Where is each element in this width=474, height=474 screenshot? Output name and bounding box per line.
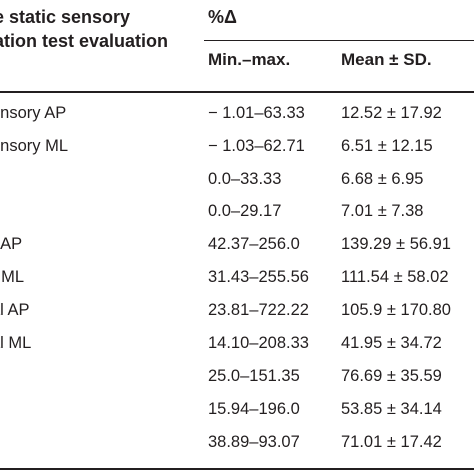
- row-label: ensory ML: [0, 137, 69, 155]
- header-divider: [204, 40, 474, 41]
- row-min-max: 31.43–255.56: [208, 268, 309, 286]
- table-bottom-rule: [0, 468, 474, 470]
- row-mean-sd: 105.9 ± 170.80: [341, 301, 451, 319]
- table-row: ensory AP − 1.01–63.33 12.52 ± 17.92: [0, 97, 474, 129]
- column-header-mean-sd: Mean ± SD.: [341, 50, 432, 69]
- table-row: ensory ML − 1.03–62.71 6.51 ± 12.15: [0, 130, 474, 162]
- table-row: 25.0–151.35 76.69 ± 35.59: [0, 360, 474, 392]
- row-mean-sd: 12.52 ± 17.92: [341, 104, 442, 122]
- row-min-max: 38.89–93.07: [208, 433, 300, 451]
- row-mean-sd: 76.69 ± 35.59: [341, 367, 442, 385]
- row-min-max: 0.0–29.17: [208, 202, 282, 220]
- row-label: al ML: [0, 334, 32, 352]
- table-row: 38.89–93.07 71.01 ± 17.42: [0, 426, 474, 458]
- table-row: al AP 23.81–722.22 105.9 ± 170.80: [0, 294, 474, 326]
- row-mean-sd: 139.29 ± 56.91: [341, 235, 451, 253]
- header-test-label-line2: ation test evaluation: [0, 31, 169, 51]
- header-percent-change: %Δ: [208, 7, 237, 27]
- row-min-max: − 1.03–62.71: [208, 137, 305, 155]
- row-min-max: − 1.01–63.33: [208, 104, 305, 122]
- row-min-max: 14.10–208.33: [208, 334, 309, 352]
- row-min-max: 42.37–256.0: [208, 235, 300, 253]
- table-top-rule: [0, 91, 474, 93]
- row-mean-sd: 6.51 ± 12.15: [341, 137, 433, 155]
- column-header-min-max: Min.–max.: [208, 50, 291, 69]
- table-row: 0.0–29.17 7.01 ± 7.38: [0, 195, 474, 227]
- row-label: ensory AP: [0, 104, 67, 122]
- row-min-max: 15.94–196.0: [208, 400, 300, 418]
- row-min-max: 25.0–151.35: [208, 367, 300, 385]
- row-mean-sd: 6.68 ± 6.95: [341, 170, 424, 188]
- table-row: 0.0–33.33 6.68 ± 6.95: [0, 163, 474, 195]
- table-row: L 15.94–196.0 53.85 ± 34.14: [0, 393, 474, 425]
- row-label: al AP: [0, 301, 30, 319]
- table-row: r ML 31.43–255.56 111.54 ± 58.02: [0, 261, 474, 293]
- row-min-max: 23.81–722.22: [208, 301, 309, 319]
- row-mean-sd: 7.01 ± 7.38: [341, 202, 424, 220]
- table-row: r AP 42.37–256.0 139.29 ± 56.91: [0, 228, 474, 260]
- row-min-max: 0.0–33.33: [208, 170, 282, 188]
- row-mean-sd: 41.95 ± 34.72: [341, 334, 442, 352]
- table-row: al ML 14.10–208.33 41.95 ± 34.72: [0, 327, 474, 359]
- row-mean-sd: 53.85 ± 34.14: [341, 400, 442, 418]
- row-label: r ML: [0, 268, 24, 286]
- header-test-label-line1: e static sensory: [0, 7, 131, 27]
- row-mean-sd: 111.54 ± 58.02: [341, 268, 449, 286]
- row-mean-sd: 71.01 ± 17.42: [341, 433, 442, 451]
- row-label: r AP: [0, 235, 23, 253]
